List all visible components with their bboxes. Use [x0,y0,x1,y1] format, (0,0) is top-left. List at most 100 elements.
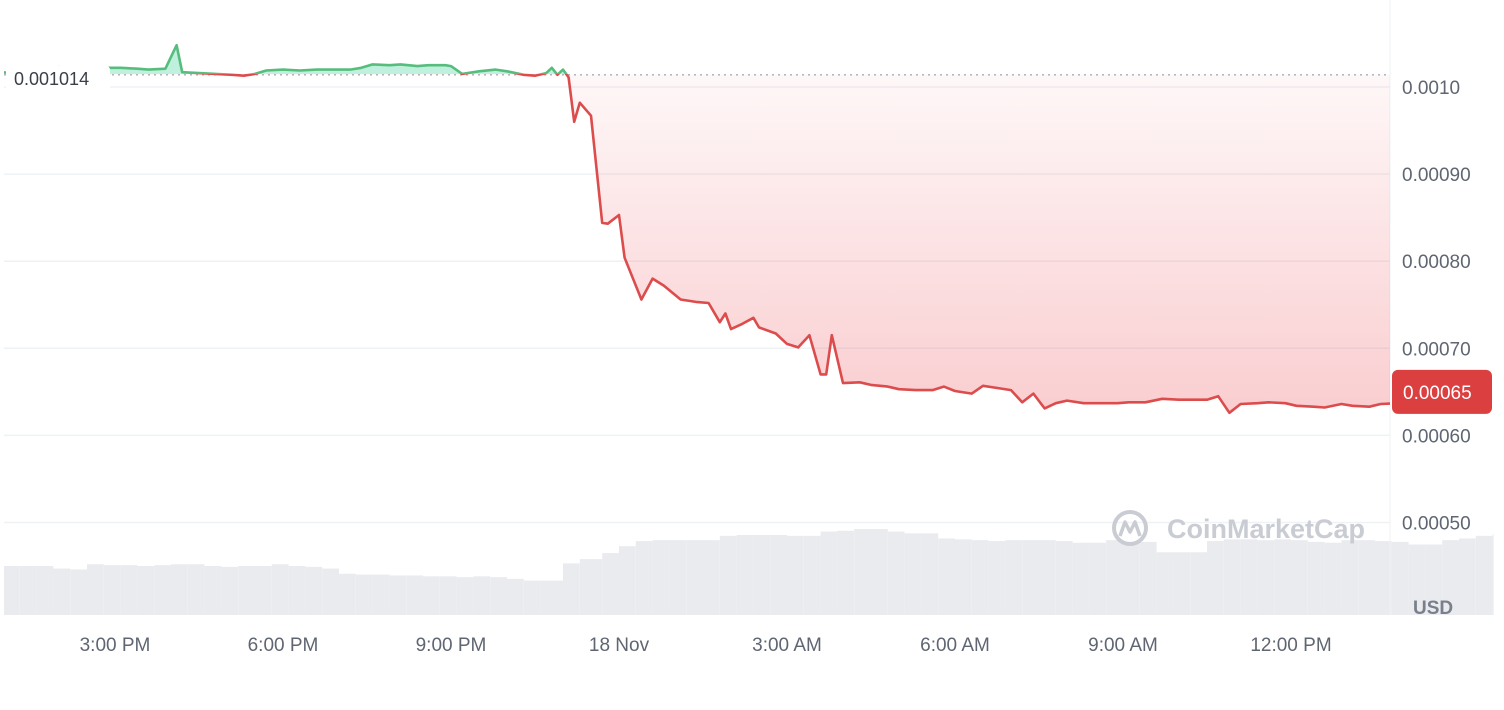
y-axis-ticks: 0.0010 0.00090 0.00080 0.00070 0.00060 0.0005… [1402,78,1471,535]
volume-bar [271,564,289,615]
volume-bar [1442,540,1459,615]
volume-bar [1475,535,1493,615]
y-tick-label: 0.00070 [1402,339,1471,360]
volume-bar [523,580,541,615]
volume-bar [204,565,222,615]
volume-bar [288,565,306,615]
volume-bar [87,564,104,615]
current-price-box [1392,369,1492,414]
volume-bar [1005,540,1023,615]
volume-bar [1139,541,1157,615]
volume-bar [686,540,703,615]
volume-bar [938,538,955,615]
volume-bar [1459,538,1476,615]
volume-bar [1039,540,1056,615]
volume-bar [439,576,457,615]
x-tick-label: 12:00 PM [1250,635,1331,656]
volume-bar [787,535,804,615]
x-tick-label: 9:00 AM [1088,635,1158,656]
volume-bar [103,565,121,615]
volume-bar [171,564,188,615]
volume-bar [322,568,339,615]
x-tick-label: 18 Nov [589,635,650,656]
volume-bar [507,578,524,615]
volume-bar [473,576,491,615]
y-tick-label: 0.00050 [1402,514,1471,535]
volume-bar [540,580,563,615]
coinmarketcap-watermark: CoinMarketCap [1112,510,1365,546]
volume-bar [837,530,855,615]
volume-bar [753,535,771,615]
y-tick-label: 0.00090 [1402,165,1471,186]
volume-bar [719,535,737,615]
volume-bar [971,540,989,615]
volume-bar [36,565,54,615]
volume-bar [820,531,838,615]
volume-bar [1492,534,1494,615]
x-tick-label: 3:00 PM [80,635,151,656]
area-fill-up [4,45,567,74]
x-axis-ticks: 3:00 PM 6:00 PM 9:00 PM 18 Nov 3:00 AM 6:00 A… [80,635,1332,656]
volume-bar [221,566,239,615]
volume-bar [955,539,972,615]
price-line-down [6,74,1390,415]
volume-bar [563,563,580,615]
price-area [4,45,1390,413]
volume-bar [389,575,407,615]
coinmarketcap-logo-icon [1112,510,1148,546]
volume-bar [1072,542,1090,615]
volume-bar [456,577,474,615]
y-tick-label: 0.00060 [1402,426,1471,447]
reference-price-label: 0.001014 [6,65,110,92]
volume-bar [339,573,356,615]
volume-bar [1173,552,1191,615]
volume-bar [1425,544,1443,615]
volume-bar [1375,541,1392,615]
watermark-text: CoinMarketCap [1167,514,1365,544]
x-tick-label: 9:00 PM [416,635,487,656]
volume-bar [490,577,507,615]
price-line [4,43,1390,415]
volume-bar [803,535,821,615]
x-tick-label: 6:00 AM [920,635,990,656]
volume-bar [1106,540,1123,615]
volume-bar [238,565,255,615]
price-line-up [4,43,568,74]
x-tick-label: 3:00 AM [752,635,822,656]
current-price-text: 0.00065 [1403,383,1472,404]
volume-bar [355,574,373,615]
volume-bar [1190,552,1207,615]
volume-bar [635,541,653,615]
volume-bar [154,565,171,615]
volume-bar [887,531,905,615]
volume-bar [619,546,636,615]
area-fill-down [4,74,1390,413]
volume-bar [736,535,754,615]
volume-bar [1055,541,1073,615]
volume-bar [1123,541,1140,615]
x-tick-label: 6:00 PM [248,635,319,656]
y-tick-label: 0.00080 [1402,252,1471,273]
volume-bar [1223,539,1241,615]
volume-bar [602,553,619,615]
volume-bar [669,540,687,615]
volume-bar [53,568,71,615]
volume-bar [854,529,871,615]
volume-bar [1408,544,1426,615]
volume-bar [1358,540,1375,615]
volume-bar [988,541,1006,615]
current-price-badge: 0.00065 [1392,369,1492,414]
volume-bar [1341,540,1359,615]
volume-bar [1022,540,1039,615]
y-tick-label: 0.0010 [1402,78,1460,99]
volume-bar [1391,541,1409,615]
volume-bar [1274,539,1291,615]
volume-bar [1257,540,1275,615]
volume-bar [579,559,603,615]
currency-unit-label: USD [1413,598,1453,619]
volume-bar [652,540,670,615]
volume-bar [1307,541,1325,615]
volume-bar [703,540,720,615]
